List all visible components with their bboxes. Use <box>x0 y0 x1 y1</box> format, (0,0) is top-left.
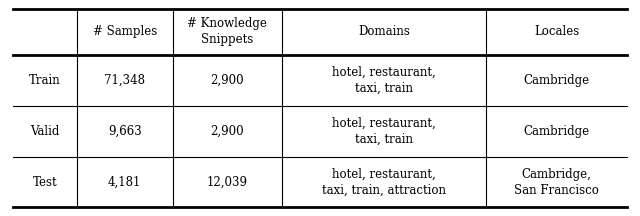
Text: 9,663: 9,663 <box>108 125 141 138</box>
Text: Test: Test <box>33 176 57 189</box>
Text: 71,348: 71,348 <box>104 74 145 87</box>
Text: Domains: Domains <box>358 25 410 38</box>
Text: hotel, restaurant,
taxi, train, attraction: hotel, restaurant, taxi, train, attracti… <box>322 168 446 197</box>
Text: 2,900: 2,900 <box>211 125 244 138</box>
Text: hotel, restaurant,
taxi, train: hotel, restaurant, taxi, train <box>332 117 436 146</box>
Text: 12,039: 12,039 <box>207 176 248 189</box>
Text: # Samples: # Samples <box>93 25 157 38</box>
Text: Locales: Locales <box>534 25 579 38</box>
Text: Cambridge: Cambridge <box>524 74 590 87</box>
Text: Cambridge: Cambridge <box>524 125 590 138</box>
Text: Cambridge,
San Francisco: Cambridge, San Francisco <box>515 168 599 197</box>
Text: Train: Train <box>29 74 61 87</box>
Text: hotel, restaurant,
taxi, train: hotel, restaurant, taxi, train <box>332 66 436 95</box>
Text: 2,900: 2,900 <box>211 74 244 87</box>
Text: Valid: Valid <box>30 125 60 138</box>
Text: # Knowledge
Snippets: # Knowledge Snippets <box>188 17 267 46</box>
Text: 4,181: 4,181 <box>108 176 141 189</box>
